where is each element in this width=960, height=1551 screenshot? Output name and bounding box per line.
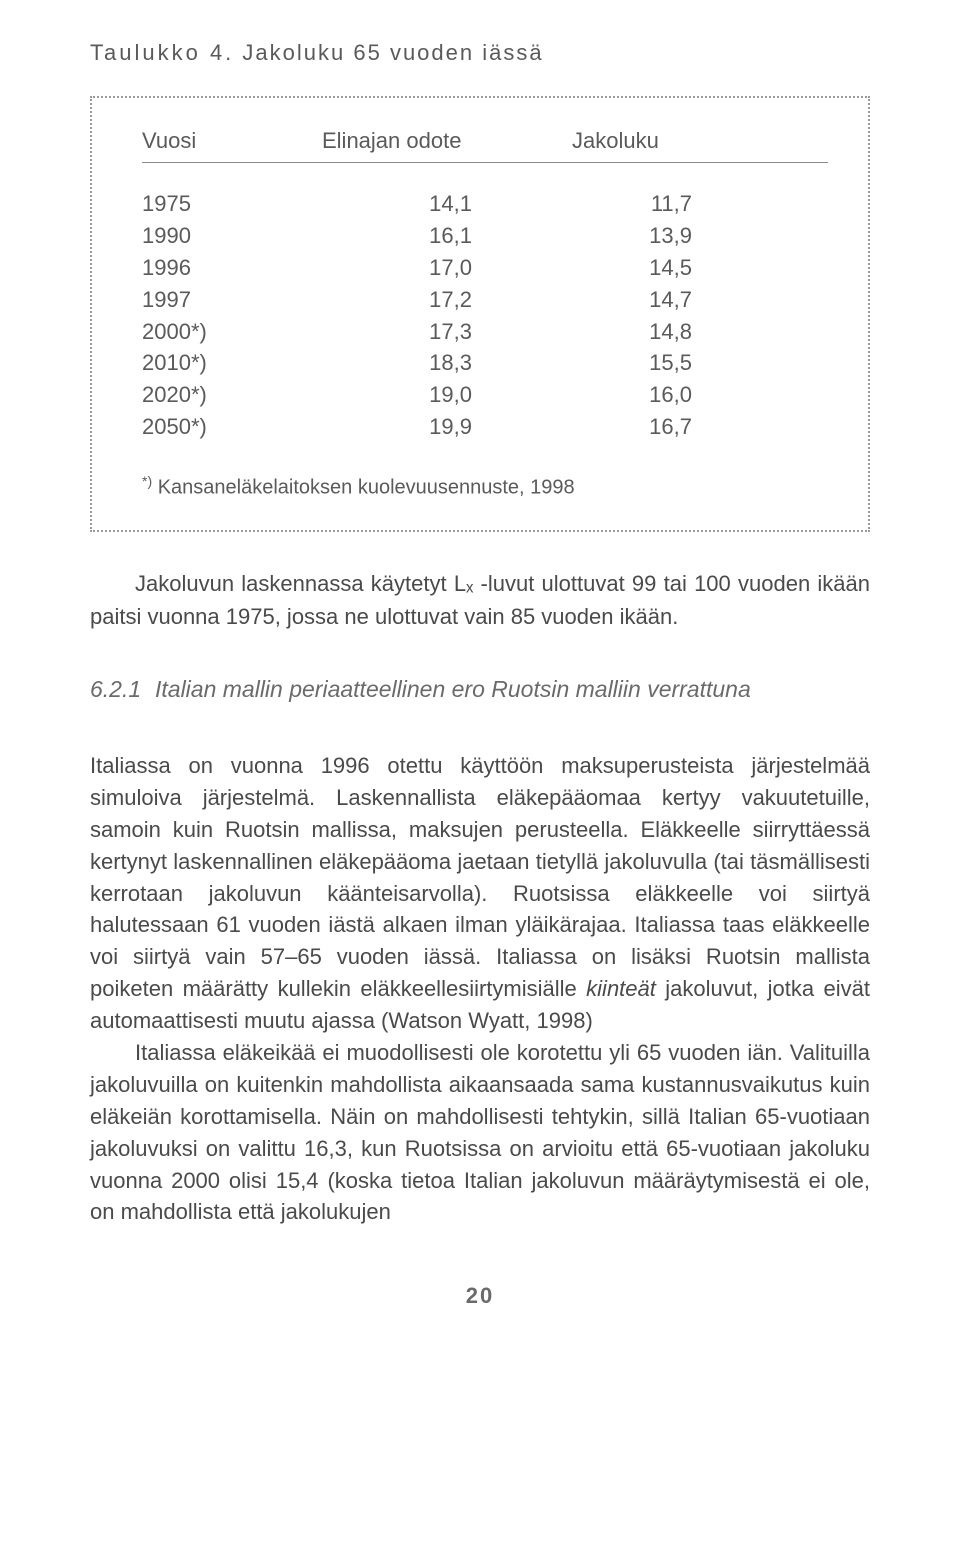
- cell: 17,3: [322, 316, 572, 348]
- cell: 15,5: [572, 347, 692, 379]
- col-header-divisor: Jakoluku: [572, 128, 722, 154]
- table-label: Taulukko 4.: [90, 40, 234, 65]
- body-p2: Italiassa eläkeikää ei muodollisesti ole…: [90, 1040, 870, 1224]
- cell: 1997: [142, 284, 322, 316]
- cell: 14,5: [572, 252, 692, 284]
- cell: 17,2: [322, 284, 572, 316]
- table-caption: Taulukko 4. Jakoluku 65 vuoden iässä: [90, 40, 870, 66]
- body-p1: Italiassa on vuonna 1996 otettu käyttöön…: [90, 753, 870, 1001]
- table-row: 2050*) 19,9 16,7: [142, 411, 828, 443]
- explanatory-paragraph: Jakoluvun laskennassa käytetyt Lₓ -luvut…: [90, 567, 870, 633]
- cell: 2020*): [142, 379, 322, 411]
- cell: 2010*): [142, 347, 322, 379]
- table-body: 1975 14,1 11,7 1990 16,1 13,9 1996 17,0 …: [142, 188, 828, 443]
- table-container: Vuosi Elinajan odote Jakoluku 1975 14,1 …: [90, 96, 870, 532]
- col-header-life: Elinajan odote: [322, 128, 572, 154]
- table-row: 2000*) 17,3 14,8: [142, 316, 828, 348]
- cell: 17,0: [322, 252, 572, 284]
- section-title: Italian mallin periaatteellinen ero Ruot…: [155, 673, 870, 705]
- cell: 18,3: [322, 347, 572, 379]
- body-paragraphs: Italiassa on vuonna 1996 otettu käyttöön…: [90, 750, 870, 1228]
- table-row: 2010*) 18,3 15,5: [142, 347, 828, 379]
- table-row: 1997 17,2 14,7: [142, 284, 828, 316]
- table-footnote: *) Kansaneläkelaitoksen kuolevuusennuste…: [142, 473, 828, 500]
- cell: 16,7: [572, 411, 692, 443]
- table-row: 1990 16,1 13,9: [142, 220, 828, 252]
- cell: 14,1: [322, 188, 572, 220]
- data-table: Vuosi Elinajan odote Jakoluku 1975 14,1 …: [142, 128, 828, 500]
- col-header-year: Vuosi: [142, 128, 322, 154]
- cell: 16,1: [322, 220, 572, 252]
- table-row: 2020*) 19,0 16,0: [142, 379, 828, 411]
- cell: 19,0: [322, 379, 572, 411]
- cell: 14,8: [572, 316, 692, 348]
- table-title-text: Jakoluku 65 vuoden iässä: [242, 40, 543, 65]
- body-p1-italic: kiinteät: [586, 976, 656, 1001]
- section-heading: 6.2.1 Italian mallin periaatteellinen er…: [90, 673, 870, 705]
- section-number: 6.2.1: [90, 673, 155, 705]
- cell: 16,0: [572, 379, 692, 411]
- document-page: Taulukko 4. Jakoluku 65 vuoden iässä Vuo…: [0, 0, 960, 1369]
- footnote-marker: *): [142, 473, 152, 489]
- table-row: 1996 17,0 14,5: [142, 252, 828, 284]
- table-header-row: Vuosi Elinajan odote Jakoluku: [142, 128, 828, 163]
- cell: 13,9: [572, 220, 692, 252]
- cell: 14,7: [572, 284, 692, 316]
- cell: 1990: [142, 220, 322, 252]
- cell: 11,7: [572, 188, 692, 220]
- cell: 1996: [142, 252, 322, 284]
- cell: 2050*): [142, 411, 322, 443]
- table-row: 1975 14,1 11,7: [142, 188, 828, 220]
- cell: 2000*): [142, 316, 322, 348]
- page-number: 20: [90, 1283, 870, 1309]
- footnote-text: Kansaneläkelaitoksen kuolevuusennuste, 1…: [158, 477, 575, 499]
- cell: 19,9: [322, 411, 572, 443]
- cell: 1975: [142, 188, 322, 220]
